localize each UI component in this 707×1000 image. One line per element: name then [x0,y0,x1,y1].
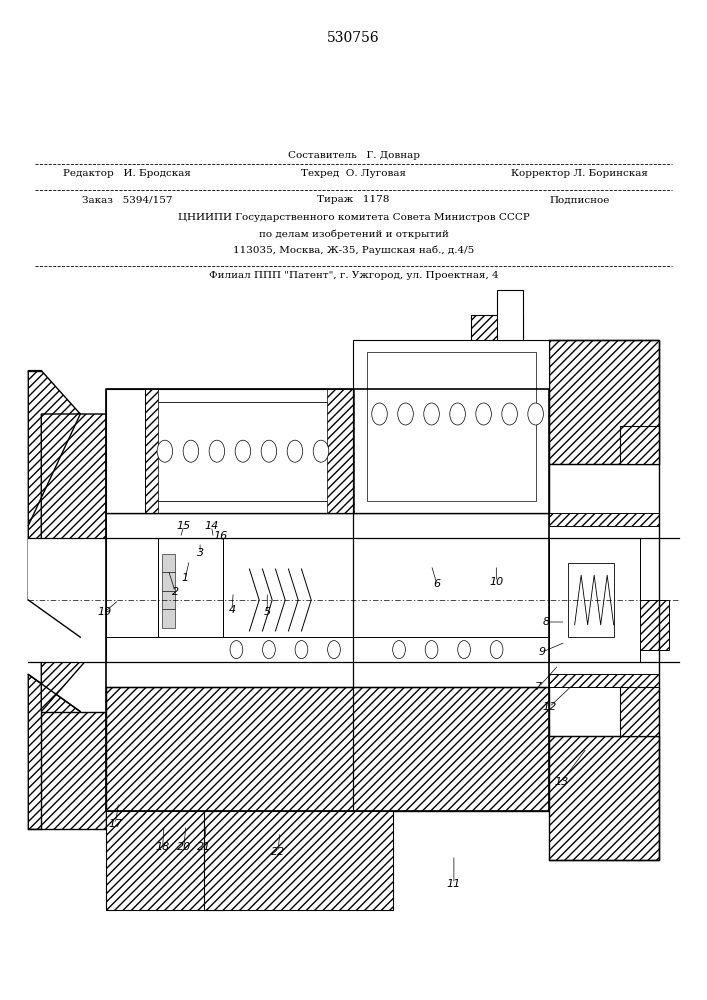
Text: Корректор Л. Боринская: Корректор Л. Боринская [511,169,648,178]
Bar [162,609,175,628]
Bar [354,538,549,637]
Text: 17: 17 [108,819,122,829]
Text: 1: 1 [182,573,189,583]
Text: Филиал ППП "Патент", г. Ужгород, ул. Проектная, 4: Филиал ППП "Патент", г. Ужгород, ул. Про… [209,271,498,280]
Text: 7: 7 [535,682,542,692]
Text: 11: 11 [447,879,461,889]
Circle shape [502,403,518,425]
Polygon shape [28,674,81,829]
Circle shape [398,403,414,425]
Polygon shape [204,811,392,910]
Polygon shape [41,712,106,829]
Circle shape [295,641,308,659]
Bar [549,538,640,662]
Text: 4: 4 [228,605,235,615]
Text: 113035, Москва, Ж-35, Раушская наб., д.4/5: 113035, Москва, Ж-35, Раушская наб., д.4… [233,245,474,255]
Circle shape [313,440,329,462]
Polygon shape [640,600,669,650]
Bar [354,340,549,513]
Bar [146,389,158,513]
Circle shape [528,403,544,425]
Bar [162,572,175,591]
Polygon shape [620,687,659,736]
Text: Составитель   Г. Довнар: Составитель Г. Довнар [288,150,419,159]
Circle shape [457,641,470,659]
Bar [162,554,175,572]
Bar [106,389,354,513]
Polygon shape [549,513,659,526]
Bar [496,290,522,340]
Circle shape [157,440,173,462]
Text: 3: 3 [197,548,204,558]
Circle shape [327,641,340,659]
Polygon shape [549,340,659,464]
Polygon shape [620,426,659,464]
Bar [106,637,354,662]
Text: 15: 15 [177,521,191,531]
Circle shape [230,641,243,659]
Text: Тираж   1178: Тираж 1178 [317,196,390,205]
Polygon shape [106,687,549,811]
Circle shape [425,641,438,659]
Polygon shape [549,674,659,687]
Polygon shape [28,371,81,637]
Text: ЦНИИПИ Государственного комитета Совета Министров СССР: ЦНИИПИ Государственного комитета Совета … [177,214,530,223]
Circle shape [450,403,465,425]
Circle shape [287,440,303,462]
Bar [568,563,614,637]
Text: Техред  О. Луговая: Техред О. Луговая [301,169,406,178]
Polygon shape [41,414,106,712]
Text: Редактор   И. Бродская: Редактор И. Бродская [64,169,191,178]
Circle shape [235,440,251,462]
Circle shape [262,641,275,659]
Circle shape [261,440,276,462]
Circle shape [372,403,387,425]
Bar [146,402,341,501]
Bar [28,538,679,662]
Text: Подписное: Подписное [549,196,610,205]
Text: 530756: 530756 [327,31,380,45]
Text: 16: 16 [214,531,228,541]
Circle shape [476,403,491,425]
Text: 18: 18 [156,842,170,852]
Text: 5: 5 [264,607,271,617]
Circle shape [183,440,199,462]
Bar [28,290,679,910]
Bar [158,538,223,637]
Text: 13: 13 [554,777,568,787]
Circle shape [209,440,225,462]
Bar [354,637,549,662]
Polygon shape [106,389,549,513]
Circle shape [392,641,405,659]
Text: 21: 21 [197,842,211,852]
Circle shape [490,641,503,659]
Text: 8: 8 [542,617,549,627]
Circle shape [423,403,439,425]
Bar [162,591,175,609]
Text: 12: 12 [542,702,556,712]
Polygon shape [106,811,223,910]
Text: Заказ   5394/157: Заказ 5394/157 [82,196,173,205]
Text: 20: 20 [177,842,191,852]
Text: 2: 2 [172,587,179,597]
Text: 6: 6 [433,579,440,589]
Polygon shape [549,736,659,860]
Text: 14: 14 [204,521,218,531]
Bar [471,315,522,389]
Bar [106,538,354,637]
Text: 9: 9 [539,647,546,657]
Text: по делам изобретений и открытий: по делам изобретений и открытий [259,229,448,239]
Text: 10: 10 [489,577,503,587]
Text: 22: 22 [271,847,285,857]
Bar [366,352,536,501]
Text: 19: 19 [98,607,112,617]
Bar [327,389,354,513]
